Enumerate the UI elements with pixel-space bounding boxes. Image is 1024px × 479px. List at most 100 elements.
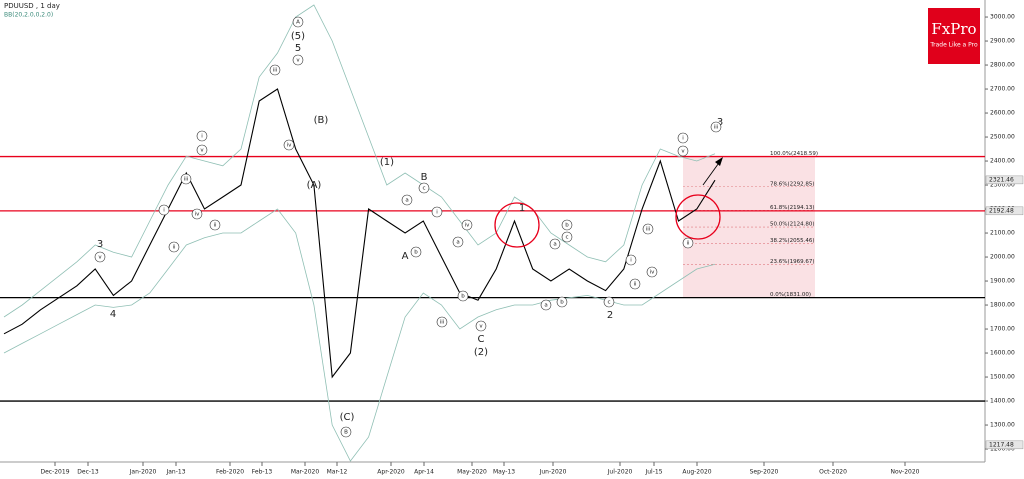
price-tag xyxy=(985,175,1024,185)
y-tick-label: 1300.00 xyxy=(990,422,1015,429)
wave-label: (2) xyxy=(474,347,488,358)
annotation-circle xyxy=(556,296,568,308)
annotation-circle xyxy=(625,254,637,266)
wave-label: (B) xyxy=(314,115,329,126)
annotation-circle xyxy=(410,246,422,258)
price-tag xyxy=(985,206,1024,216)
wave-label: A xyxy=(402,251,409,262)
wave-label: b xyxy=(565,223,569,229)
wave-label: ii xyxy=(686,241,690,247)
y-tick-label: 1500.00 xyxy=(990,374,1015,381)
y-tick-label: 1800.00 xyxy=(990,302,1015,309)
y-tick-label: 2400.00 xyxy=(990,158,1015,165)
y-tick-label: 2500.00 xyxy=(990,134,1015,141)
series-line xyxy=(3,4,716,318)
price-tag-label: 2321.46 xyxy=(989,176,1014,183)
fib-label: 50.0%(2124.80) xyxy=(770,222,815,228)
annotation-circle xyxy=(401,194,413,206)
x-tick-label: Dec-2019 xyxy=(40,469,69,476)
annotation-circle xyxy=(457,290,469,302)
wave-label: a xyxy=(544,303,547,309)
wave-label: v xyxy=(296,58,300,64)
y-tick-label: 1400.00 xyxy=(990,398,1015,405)
annotation-circle xyxy=(209,219,221,231)
annotation-circle xyxy=(418,182,430,194)
annotation-circle xyxy=(677,145,689,157)
annotation-circle xyxy=(292,54,304,66)
x-tick-label: May-2020 xyxy=(457,469,487,476)
wave-label: iii xyxy=(714,125,719,131)
wave-label: 5 xyxy=(295,43,301,54)
annotation-circle xyxy=(629,278,641,290)
y-tick-label: 2700.00 xyxy=(990,86,1015,93)
x-tick-label: Sep-2020 xyxy=(750,469,779,476)
annotation-circle xyxy=(461,219,473,231)
wave-label: c xyxy=(607,300,610,306)
y-tick-label: 3000.00 xyxy=(990,14,1015,21)
series-line xyxy=(3,88,716,379)
y-tick-label: 2800.00 xyxy=(990,62,1015,69)
fib-label: 61.8%(2194.13) xyxy=(770,205,815,211)
fib-label: 38.2%(2055.46) xyxy=(770,238,815,244)
wave-label: 1 xyxy=(519,203,525,214)
wave-label: (5) xyxy=(291,31,305,42)
annotation-circle xyxy=(452,236,464,248)
fib-label: 100.0%(2418.59) xyxy=(770,151,818,157)
wave-label: ii xyxy=(213,223,217,229)
annotation-circle xyxy=(475,320,487,332)
subtitle: BB(20,2.0,0,2.0) xyxy=(4,12,53,19)
fib-label: 23.6%(1969.67) xyxy=(770,259,815,265)
annotation-circle xyxy=(561,219,573,231)
wave-label: 2 xyxy=(607,310,613,321)
x-tick-label: Jun-2020 xyxy=(539,469,567,476)
annotation-circle xyxy=(646,266,658,278)
annotation-circle xyxy=(196,144,208,156)
wave-label: (1) xyxy=(380,157,394,168)
wave-label: iii xyxy=(440,320,445,326)
x-tick-label: Jan-2020 xyxy=(129,469,157,476)
y-tick-label: 1700.00 xyxy=(990,326,1015,333)
wave-label: a xyxy=(553,242,556,248)
logo-tagline: Trade Like a Pro xyxy=(929,42,978,49)
annotation-circle xyxy=(603,296,615,308)
series-line xyxy=(3,208,716,462)
annotation-circle xyxy=(292,16,304,28)
wave-label: iv xyxy=(195,212,201,218)
arrow-head xyxy=(715,157,723,166)
annotation-circle xyxy=(180,173,192,185)
x-tick-label: Feb-2020 xyxy=(216,469,244,476)
wave-label: iv xyxy=(287,143,293,149)
wave-label: i xyxy=(436,210,438,216)
wave-label: B xyxy=(344,430,348,436)
wave-label: iii xyxy=(646,227,651,233)
y-tick-label: 2300.00 xyxy=(990,182,1015,189)
wave-label: iv xyxy=(465,223,471,229)
x-tick-label: May-13 xyxy=(493,469,515,476)
annotation-circle xyxy=(549,238,561,250)
wave-label: i xyxy=(201,134,203,140)
wave-label: ii xyxy=(172,245,176,251)
wave-label: v xyxy=(681,149,685,155)
wave-label: B xyxy=(421,172,428,183)
price-tag xyxy=(985,440,1024,450)
y-tick-label: 2600.00 xyxy=(990,110,1015,117)
annotation-circle xyxy=(436,316,448,328)
chart-title: PDUUSD , 1 day xyxy=(4,2,60,10)
annotation-circle xyxy=(94,251,106,263)
wave-label: iv xyxy=(650,270,656,276)
annotation-circle xyxy=(561,231,573,243)
x-tick-label: Apr-2020 xyxy=(377,469,405,476)
x-tick-label: Aug-2020 xyxy=(682,469,711,476)
wave-label: i xyxy=(163,208,165,214)
wave-label: c xyxy=(565,235,568,241)
logo-box xyxy=(928,8,980,64)
annotation-circle xyxy=(710,121,722,133)
x-tick-label: Jul-15 xyxy=(644,469,662,476)
fib-label: 0.0%(1831.00) xyxy=(770,292,811,298)
x-tick-label: Jan-13 xyxy=(165,469,185,476)
wave-label: v xyxy=(200,148,204,154)
wave-label: iii xyxy=(184,177,189,183)
wave-label: 4 xyxy=(110,309,116,320)
